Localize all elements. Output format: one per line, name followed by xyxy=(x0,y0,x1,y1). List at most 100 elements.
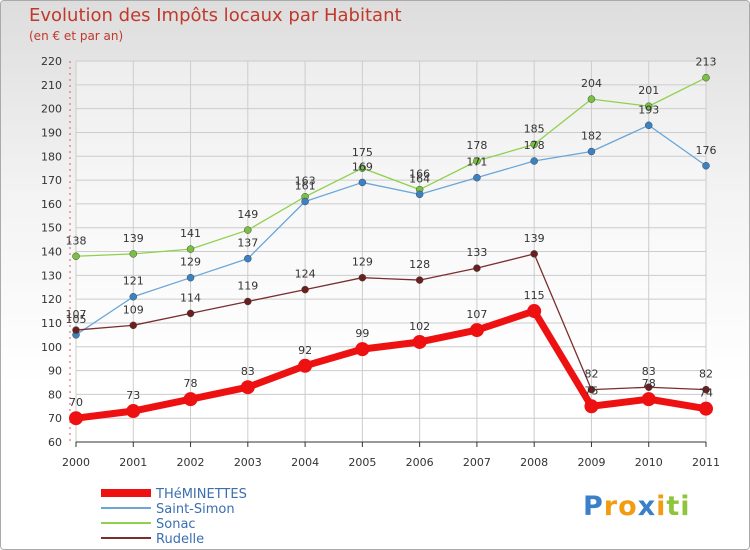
data-point xyxy=(298,358,313,373)
legend-label: Rudelle xyxy=(156,532,204,547)
series-line xyxy=(75,307,707,422)
x-tick-label: 2004 xyxy=(291,456,319,469)
data-label: 137 xyxy=(237,237,258,250)
data-label: 128 xyxy=(409,258,430,271)
data-point xyxy=(301,197,309,206)
data-label: 169 xyxy=(352,160,373,173)
data-label: 175 xyxy=(352,146,373,159)
y-tick-label: 90 xyxy=(48,365,62,378)
data-label: 149 xyxy=(237,208,258,221)
data-label: 204 xyxy=(581,77,602,90)
data-point xyxy=(530,250,538,258)
data-point xyxy=(244,226,252,234)
logo-letter: i xyxy=(656,491,667,522)
y-tick-label: 180 xyxy=(41,150,62,163)
data-point xyxy=(412,334,427,349)
y-tick-label: 220 xyxy=(41,55,62,68)
data-label: 74 xyxy=(699,387,713,400)
data-label: 163 xyxy=(295,175,316,188)
series-line xyxy=(75,77,707,257)
data-label: 73 xyxy=(126,389,140,402)
data-point xyxy=(183,392,198,407)
data-point xyxy=(530,157,538,165)
y-tick-label: 120 xyxy=(41,293,62,306)
x-tick-label: 2000 xyxy=(62,456,90,469)
data-label: 182 xyxy=(581,129,602,142)
data-label: 164 xyxy=(409,172,430,185)
data-label: 124 xyxy=(295,268,316,281)
data-label: 213 xyxy=(696,56,717,69)
data-point xyxy=(129,292,138,301)
data-label: 114 xyxy=(180,291,201,304)
data-point xyxy=(415,276,424,284)
data-point xyxy=(72,326,80,334)
data-label: 161 xyxy=(295,179,316,192)
data-point xyxy=(129,250,138,258)
data-label: 78 xyxy=(184,377,198,390)
y-tick-label: 210 xyxy=(41,79,62,92)
x-tick-label: 2011 xyxy=(692,456,720,469)
data-point xyxy=(69,411,83,426)
data-point xyxy=(186,273,195,282)
y-tick-label: 170 xyxy=(41,174,62,187)
y-tick-label: 190 xyxy=(41,126,62,139)
proxiti-logo: Proxiti xyxy=(583,491,691,522)
data-label: 185 xyxy=(524,122,545,135)
legend-label: Sonac xyxy=(156,517,196,532)
data-label: 119 xyxy=(237,280,258,293)
data-label: 121 xyxy=(123,275,144,288)
data-label: 129 xyxy=(180,256,201,269)
logo-letter: P xyxy=(583,491,604,522)
data-point xyxy=(244,297,252,306)
chart-title: Evolution des Impôts locaux par Habitant xyxy=(29,5,402,26)
data-label: 178 xyxy=(466,139,487,152)
data-point xyxy=(473,264,481,272)
data-point xyxy=(301,285,309,294)
data-point xyxy=(186,245,195,253)
data-point xyxy=(244,254,252,263)
logo-letter: x xyxy=(637,491,657,522)
data-point xyxy=(129,321,138,330)
logo-letter: t xyxy=(666,491,681,522)
data-point xyxy=(126,404,141,419)
data-label: 129 xyxy=(352,256,373,269)
y-tick-label: 60 xyxy=(48,436,62,449)
series-line xyxy=(75,124,707,336)
data-point xyxy=(473,157,481,165)
data-point xyxy=(699,401,713,416)
data-point xyxy=(358,164,367,172)
x-tick-label: 2002 xyxy=(177,456,205,469)
data-point xyxy=(641,392,656,407)
logo-letter: o xyxy=(618,491,638,522)
data-label: 75 xyxy=(584,384,598,397)
data-point xyxy=(469,323,484,338)
y-tick-label: 150 xyxy=(41,222,62,235)
x-tick-label: 2003 xyxy=(234,456,262,469)
data-point xyxy=(186,309,195,318)
data-point xyxy=(72,252,80,261)
data-point xyxy=(355,342,370,357)
data-label: 107 xyxy=(466,308,487,321)
data-point xyxy=(358,273,367,282)
data-label: 201 xyxy=(638,84,659,97)
data-label: 83 xyxy=(642,365,656,378)
data-point xyxy=(702,73,710,82)
data-label: 83 xyxy=(241,365,255,378)
data-label: 115 xyxy=(524,289,545,302)
x-tick-label: 2010 xyxy=(635,456,663,469)
y-tick-label: 160 xyxy=(41,198,62,211)
x-tick-label: 2007 xyxy=(463,456,491,469)
y-tick-label: 110 xyxy=(41,317,62,330)
data-label: 102 xyxy=(409,320,430,333)
x-tick-label: 2005 xyxy=(348,456,376,469)
x-tick-label: 2006 xyxy=(406,456,434,469)
data-label: 82 xyxy=(699,368,713,381)
y-tick-label: 130 xyxy=(41,269,62,282)
data-point xyxy=(584,399,599,414)
data-label: 141 xyxy=(180,227,201,240)
data-label: 105 xyxy=(66,313,87,326)
data-point xyxy=(644,121,653,130)
data-label: 133 xyxy=(466,246,487,259)
